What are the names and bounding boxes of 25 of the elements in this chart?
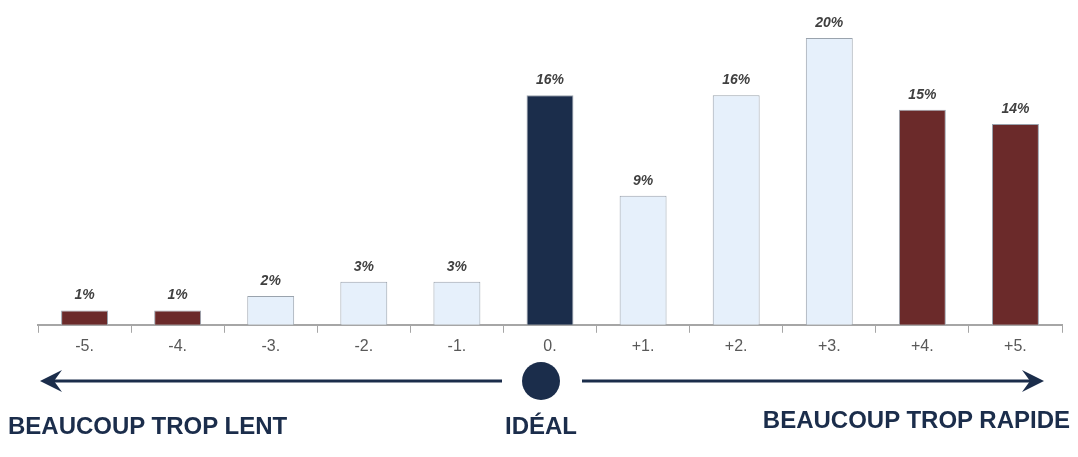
- x-tick-label: +4.: [911, 336, 934, 354]
- data-label: 9%: [632, 171, 654, 188]
- data-label: 3%: [353, 257, 375, 274]
- data-label: 3%: [446, 257, 468, 274]
- data-label: 15%: [908, 85, 937, 102]
- x-tick-label: -2.: [354, 336, 374, 354]
- data-label: 20%: [814, 13, 844, 30]
- text: BEAUCOUP TROP RAPIDE: [762, 406, 1070, 434]
- text: IDÉAL: [505, 412, 577, 440]
- x-tick-label: 0.: [543, 336, 557, 354]
- x-tick-label: -5.: [75, 336, 94, 354]
- data-label: 16%: [722, 71, 751, 88]
- data-label: 14%: [1001, 99, 1031, 116]
- data-label: 1%: [167, 286, 189, 303]
- x-tick-label: +1.: [631, 336, 655, 354]
- x-tick-label: -1.: [447, 336, 467, 354]
- data-label: 2%: [259, 271, 282, 288]
- x-tick-label: +5.: [1004, 336, 1027, 354]
- x-tick-label: +2.: [724, 336, 748, 354]
- data-label: 1%: [74, 286, 96, 303]
- x-tick-label: +3.: [817, 336, 841, 354]
- x-tick-label: -4.: [168, 336, 187, 354]
- x-tick-label: -3.: [261, 336, 281, 354]
- data-label: 16%: [535, 71, 565, 88]
- text: BEAUCOUP TROP LENT: [8, 412, 288, 440]
